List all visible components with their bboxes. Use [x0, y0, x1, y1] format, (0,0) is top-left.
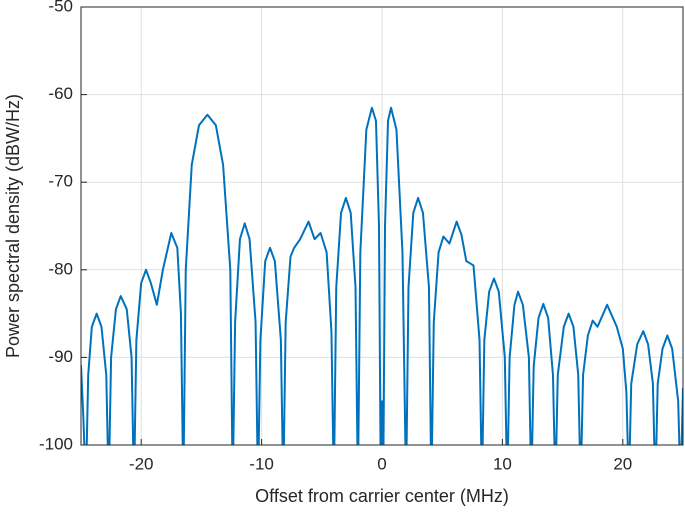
x-tick-label: -20	[129, 454, 154, 473]
y-axis-label: Power spectral density (dBW/Hz)	[3, 94, 23, 358]
x-tick-label: -10	[249, 454, 274, 473]
x-axis-label: Offset from carrier center (MHz)	[255, 486, 509, 506]
series-line	[81, 106, 683, 445]
x-tick-label: 0	[377, 454, 386, 473]
plot-frame	[80, 6, 684, 446]
y-tick-label: -50	[48, 0, 73, 15]
y-tick-label: -100	[39, 434, 73, 453]
x-tick-label: 20	[613, 454, 632, 473]
x-tick-label: 10	[493, 454, 512, 473]
y-tick-label: -90	[48, 347, 73, 366]
y-tick-label: -60	[48, 84, 73, 103]
y-tick-label: -70	[48, 172, 73, 191]
y-tick-label: -80	[48, 259, 73, 278]
